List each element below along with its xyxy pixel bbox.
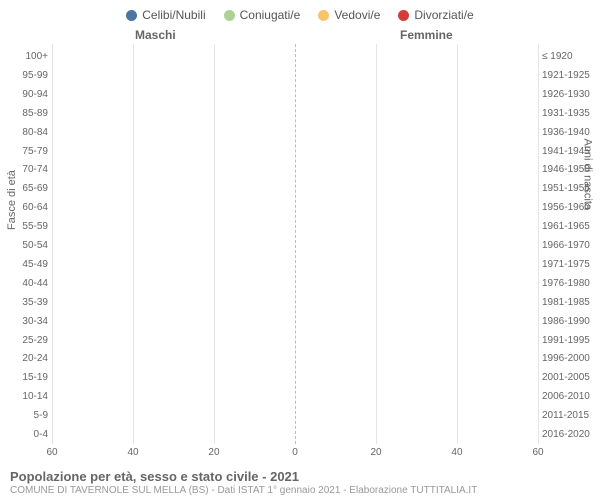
birth-year-label: 1971-1975 bbox=[542, 260, 590, 270]
age-row bbox=[52, 277, 538, 291]
age-row bbox=[52, 334, 538, 348]
age-label: 50-54 bbox=[22, 241, 48, 251]
age-row bbox=[52, 88, 538, 102]
age-label: 0-4 bbox=[34, 430, 48, 440]
legend: Celibi/Nubili Coniugati/e Vedovi/e Divorzia… bbox=[0, 0, 600, 26]
birth-year-label: 1956-1960 bbox=[542, 203, 590, 213]
age-row bbox=[52, 126, 538, 140]
age-row bbox=[52, 315, 538, 329]
age-row bbox=[52, 220, 538, 234]
footer-subtitle: COMUNE DI TAVERNOLE SUL MELLA (BS) - Dat… bbox=[10, 485, 590, 496]
age-label: 85-89 bbox=[22, 109, 48, 119]
birth-year-label: 1961-1965 bbox=[542, 222, 590, 232]
age-row bbox=[52, 107, 538, 121]
birth-year-label: 1966-1970 bbox=[542, 241, 590, 251]
age-row bbox=[52, 69, 538, 83]
birth-year-label: 1926-1930 bbox=[542, 90, 590, 100]
legend-item: Vedovi/e bbox=[318, 8, 380, 22]
birth-year-label: 1936-1940 bbox=[542, 128, 590, 138]
age-label: 60-64 bbox=[22, 203, 48, 213]
age-row bbox=[52, 296, 538, 310]
legend-swatch bbox=[318, 10, 329, 21]
age-row bbox=[52, 258, 538, 272]
y-axis-right: ≤ 1920 1921-1925 1926-1930 1931-1935 1936-19… bbox=[538, 44, 600, 444]
age-label: 25-29 bbox=[22, 336, 48, 346]
legend-item: Celibi/Nubili bbox=[126, 8, 205, 22]
age-label: 15-19 bbox=[22, 373, 48, 383]
age-row bbox=[52, 390, 538, 404]
age-label: 90-94 bbox=[22, 90, 48, 100]
plot-area: 6040200204060 bbox=[52, 44, 538, 444]
age-row bbox=[52, 182, 538, 196]
x-tick: 40 bbox=[127, 447, 138, 458]
age-row bbox=[52, 239, 538, 253]
birth-year-label: 1946-1950 bbox=[542, 165, 590, 175]
x-tick: 20 bbox=[370, 447, 381, 458]
legend-swatch bbox=[224, 10, 235, 21]
x-tick: 20 bbox=[208, 447, 219, 458]
legend-item: Divorziati/e bbox=[398, 8, 473, 22]
birth-year-label: 2011-2015 bbox=[542, 411, 589, 421]
age-row bbox=[52, 371, 538, 385]
chart-body: 100+ 95-99 90-94 85-89 80-84 75-79 70-74 65-69 6… bbox=[0, 44, 600, 444]
population-pyramid-chart: Celibi/Nubili Coniugati/e Vedovi/e Divorzia… bbox=[0, 0, 600, 500]
age-label: 75-79 bbox=[22, 147, 48, 157]
birth-year-label: 2001-2005 bbox=[542, 373, 590, 383]
age-row bbox=[52, 50, 538, 64]
age-label: 65-69 bbox=[22, 184, 48, 194]
legend-swatch bbox=[398, 10, 409, 21]
x-tick: 40 bbox=[451, 447, 462, 458]
birth-year-label: 1981-1985 bbox=[542, 298, 590, 308]
x-tick: 60 bbox=[532, 447, 543, 458]
age-label: 5-9 bbox=[34, 411, 48, 421]
x-tick: 60 bbox=[46, 447, 57, 458]
birth-year-label: 1921-1925 bbox=[542, 71, 590, 81]
legend-item: Coniugati/e bbox=[224, 8, 301, 22]
x-tick: 0 bbox=[292, 447, 298, 458]
legend-label: Coniugati/e bbox=[240, 8, 301, 22]
age-label: 10-14 bbox=[22, 392, 48, 402]
chart-footer: Popolazione per età, sesso e stato civil… bbox=[10, 469, 590, 496]
age-row bbox=[52, 352, 538, 366]
legend-label: Celibi/Nubili bbox=[142, 8, 205, 22]
legend-label: Vedovi/e bbox=[334, 8, 380, 22]
header-female: Femmine bbox=[400, 28, 453, 42]
birth-year-label: 2006-2010 bbox=[542, 392, 590, 402]
birth-year-label: 1941-1945 bbox=[542, 147, 590, 157]
y-axis-left: 100+ 95-99 90-94 85-89 80-84 75-79 70-74 65-69 6… bbox=[0, 44, 52, 444]
legend-label: Divorziati/e bbox=[414, 8, 473, 22]
age-row bbox=[52, 409, 538, 423]
birth-year-label: ≤ 1920 bbox=[542, 52, 573, 62]
age-label: 30-34 bbox=[22, 317, 48, 327]
age-row bbox=[52, 428, 538, 442]
birth-year-label: 2016-2020 bbox=[542, 430, 590, 440]
age-label: 80-84 bbox=[22, 128, 48, 138]
birth-year-label: 1931-1935 bbox=[542, 109, 590, 119]
birth-year-label: 1996-2000 bbox=[542, 354, 590, 364]
age-row bbox=[52, 201, 538, 215]
age-label: 20-24 bbox=[22, 354, 48, 364]
age-label: 95-99 bbox=[22, 71, 48, 81]
birth-year-label: 1976-1980 bbox=[542, 279, 590, 289]
age-label: 35-39 bbox=[22, 298, 48, 308]
age-label: 70-74 bbox=[22, 165, 48, 175]
birth-year-label: 1951-1955 bbox=[542, 184, 590, 194]
age-row bbox=[52, 145, 538, 159]
birth-year-label: 1991-1995 bbox=[542, 336, 590, 346]
footer-title: Popolazione per età, sesso e stato civil… bbox=[10, 469, 590, 484]
legend-swatch bbox=[126, 10, 137, 21]
grid-line bbox=[538, 44, 539, 444]
age-row bbox=[52, 163, 538, 177]
age-label: 55-59 bbox=[22, 222, 48, 232]
header-male: Maschi bbox=[135, 28, 176, 42]
age-label: 45-49 bbox=[22, 260, 48, 270]
age-label: 100+ bbox=[25, 52, 48, 62]
birth-year-label: 1986-1990 bbox=[542, 317, 590, 327]
age-label: 40-44 bbox=[22, 279, 48, 289]
